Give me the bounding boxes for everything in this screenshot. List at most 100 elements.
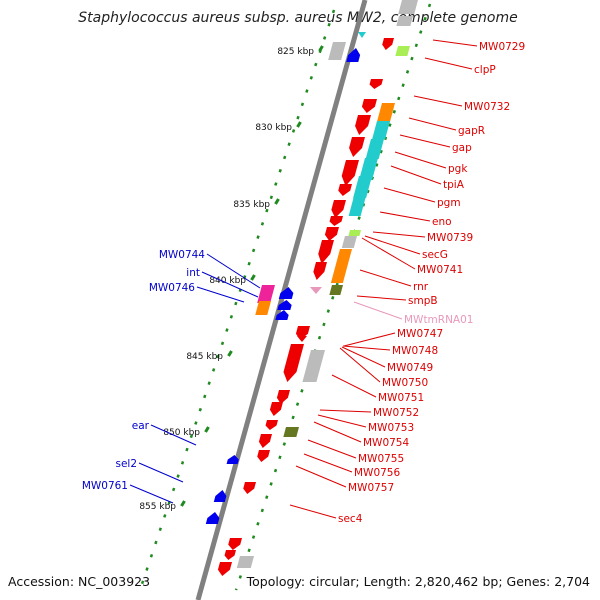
gene-label: MW0747 <box>397 328 443 340</box>
leader-line <box>394 151 447 169</box>
gene-label: gap <box>452 142 472 154</box>
gene-label: MW0741 <box>417 264 463 276</box>
gene-label: pgk <box>448 163 468 175</box>
gene-label: gapR <box>458 125 485 137</box>
leader-line <box>364 235 421 255</box>
tick-track-right <box>234 3 432 591</box>
gene-label: rnr <box>413 281 429 293</box>
gene-label: eno <box>432 216 452 228</box>
cog-block <box>376 103 395 123</box>
major-tick <box>318 45 324 52</box>
leader-line <box>361 237 416 270</box>
leader-line <box>383 187 436 203</box>
gene-label: sec4 <box>338 513 363 525</box>
cog-block <box>372 121 390 139</box>
leader-line <box>424 57 473 70</box>
forward-gene-arrow <box>278 287 294 299</box>
gene-label: MW0755 <box>358 453 404 465</box>
gene-label: MW0757 <box>348 482 394 494</box>
leader-line <box>295 465 347 488</box>
gene-label: secG <box>422 249 448 261</box>
leader-line <box>343 332 396 347</box>
leader-line <box>408 117 457 131</box>
leader-line <box>289 504 337 519</box>
leader-line-layer <box>129 39 478 519</box>
reverse-gene-arrow <box>228 538 242 550</box>
leader-line <box>331 374 377 398</box>
tick-label: 840 kbp <box>209 276 246 286</box>
reverse-gene-arrow <box>265 420 278 430</box>
gene-label: MW0729 <box>479 41 525 53</box>
cog-block <box>396 16 413 26</box>
gene-label: MW0748 <box>392 345 438 357</box>
forward-gene-arrow <box>213 490 227 502</box>
leader-line <box>341 346 386 368</box>
cog-block <box>257 285 275 303</box>
tick-label: 845 kbp <box>186 352 223 362</box>
leader-line <box>303 453 353 473</box>
cog-block <box>359 158 378 180</box>
reverse-gene-arrow <box>341 160 359 186</box>
map-title: Staphylococcus aureus subsp. aureus MW2,… <box>78 10 518 26</box>
reverse-gene-arrow <box>313 262 327 280</box>
leader-line <box>129 484 174 504</box>
gene-label: MW0732 <box>464 101 510 113</box>
leader-line <box>356 295 407 301</box>
gene-label: MW0752 <box>373 407 419 419</box>
reverse-gene-arrow <box>382 38 394 50</box>
gene-label-layer: MW0744 int MW0746 ear sel2 MW0761 MW0729 clpP MW… <box>82 41 525 525</box>
leader-line <box>339 347 381 383</box>
tick-label: 850 kbp <box>163 428 200 438</box>
tick-label: 835 kbp <box>233 200 270 210</box>
cog-block <box>353 176 372 198</box>
leader-line <box>372 231 426 238</box>
gene-label: MW0751 <box>378 392 424 404</box>
leader-line <box>399 134 451 148</box>
tick-label: 825 kbp <box>277 47 314 57</box>
gene-label: MW0739 <box>427 232 473 244</box>
cog-block <box>365 139 384 159</box>
major-tick <box>227 350 233 357</box>
accession-text: Accession: NC_003923 <box>8 574 150 589</box>
cog-block <box>330 249 352 283</box>
genome-summary-text: Topology: circular; Length: 2,820,462 bp… <box>246 574 590 589</box>
gene-label: ear <box>132 420 150 432</box>
gene-label: int <box>186 267 200 279</box>
gene-label: MW0761 <box>82 480 128 492</box>
reverse-gene-arrow <box>283 344 304 382</box>
reverse-gene-arrow <box>276 390 290 404</box>
cog-block <box>348 230 361 236</box>
cog-block <box>328 42 346 60</box>
cog-block <box>398 0 418 14</box>
forward-gene-arrow <box>346 48 361 62</box>
gene-label: MW0756 <box>354 467 400 479</box>
forward-gene-arrow <box>275 310 289 320</box>
cog-block <box>283 427 300 437</box>
reverse-gene-arrow <box>243 482 256 494</box>
reverse-gene-arrow <box>269 402 283 416</box>
leader-line <box>432 39 478 47</box>
reverse-gene-arrow <box>369 79 383 89</box>
major-tick <box>250 274 256 281</box>
genome-backbone <box>195 0 368 600</box>
rna-marker <box>310 287 322 294</box>
leader-line <box>353 301 403 320</box>
reverse-gene-arrow <box>224 550 236 560</box>
reverse-gene-arrow <box>331 200 346 218</box>
gene-label: MW0753 <box>368 422 414 434</box>
gene-label: MW0744 <box>159 249 205 261</box>
leader-line <box>307 439 357 459</box>
feature-layer <box>205 0 418 576</box>
cog-block <box>395 46 410 56</box>
leader-line <box>201 271 259 298</box>
leader-line <box>206 253 261 289</box>
cog-block <box>236 556 254 568</box>
leader-line <box>319 409 372 413</box>
cog-block <box>341 236 357 248</box>
leader-line <box>138 462 184 483</box>
reverse-gene-arrow <box>338 184 352 196</box>
gene-label: tpiA <box>443 179 465 191</box>
forward-gene-arrow <box>205 512 220 524</box>
reverse-gene-arrow <box>355 115 371 135</box>
